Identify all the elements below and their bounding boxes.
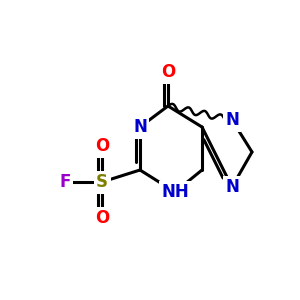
Text: N: N [133,118,147,136]
Text: N: N [225,111,239,129]
Text: F: F [59,173,71,191]
Text: S: S [96,173,108,191]
Text: O: O [95,137,109,155]
Text: NH: NH [161,183,189,201]
Text: O: O [161,63,175,81]
Text: O: O [95,209,109,227]
Text: N: N [225,178,239,196]
